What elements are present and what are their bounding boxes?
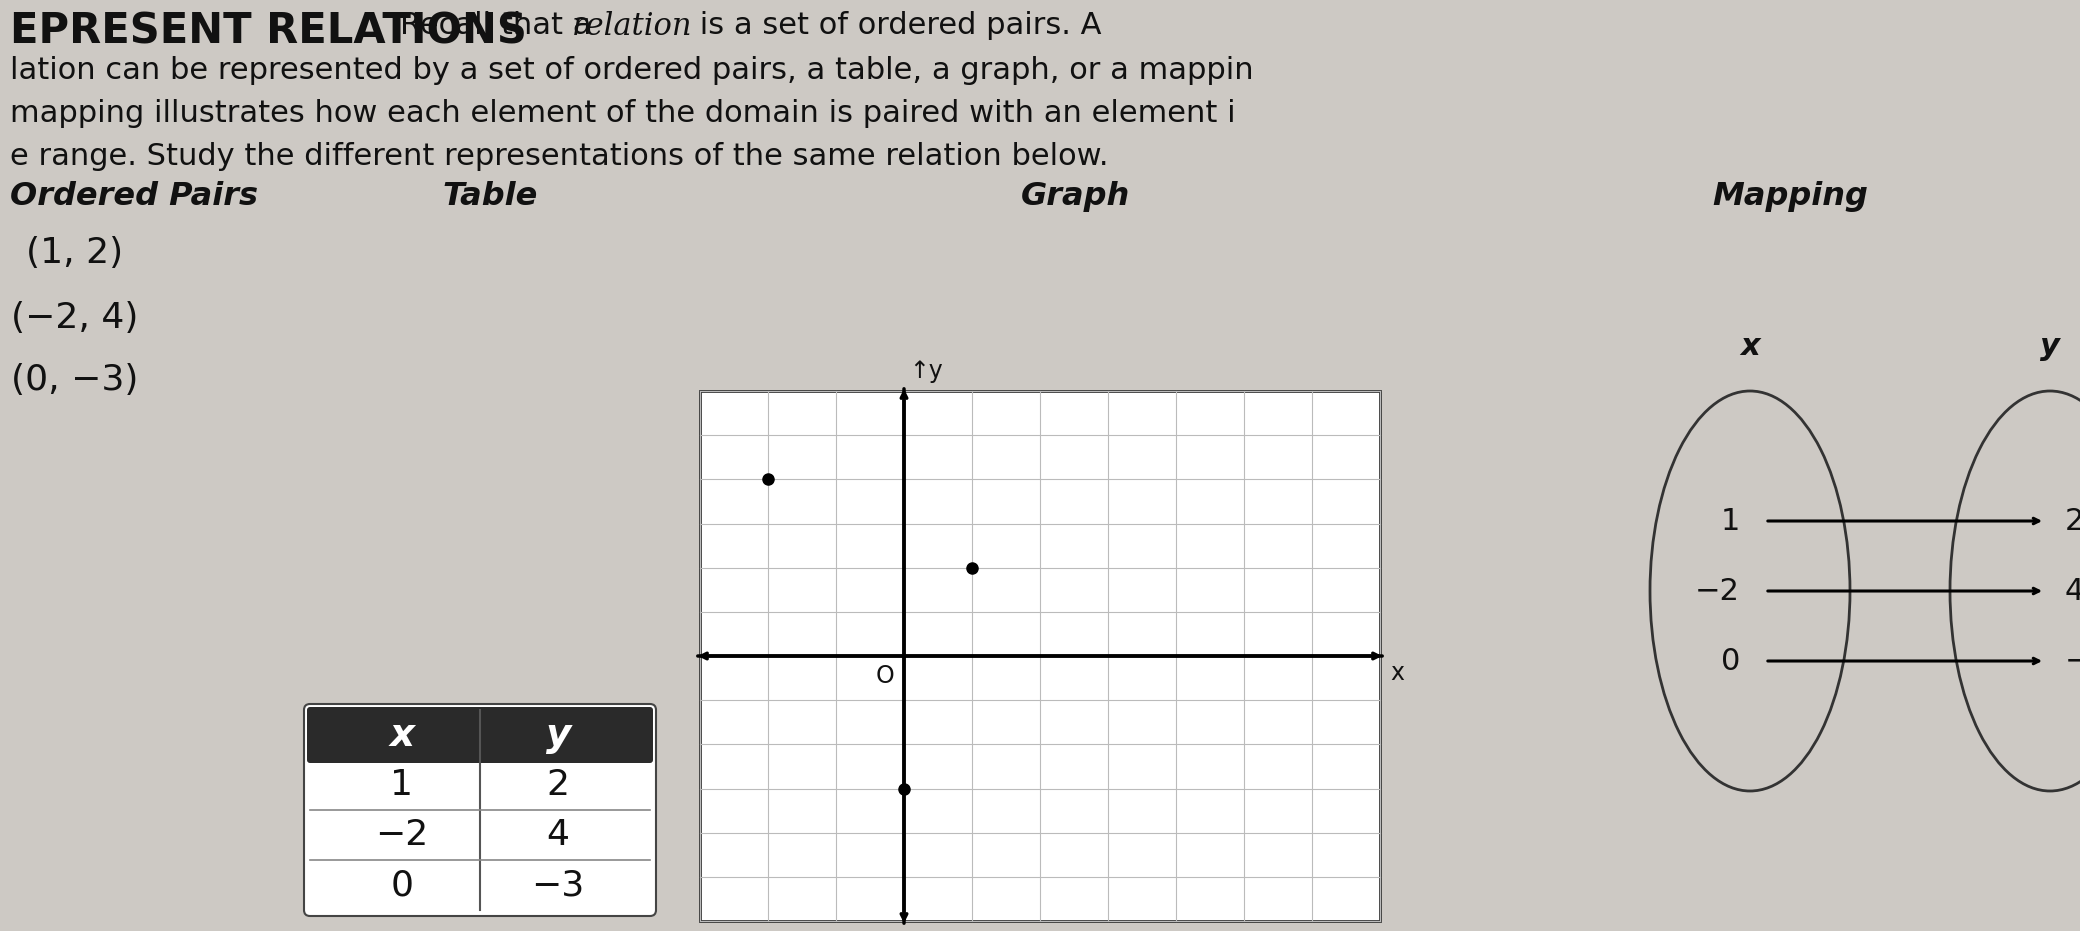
Text: 2: 2	[2065, 506, 2080, 535]
Text: 4: 4	[2065, 576, 2080, 605]
Text: −2: −2	[374, 818, 428, 852]
Text: Ordered Pairs: Ordered Pairs	[10, 181, 258, 212]
Text: 1: 1	[1720, 506, 1741, 535]
Text: is a set of ordered pairs. A: is a set of ordered pairs. A	[691, 11, 1102, 40]
Text: 1: 1	[391, 768, 414, 802]
Text: EPRESENT RELATIONS: EPRESENT RELATIONS	[10, 11, 526, 53]
Bar	[701, 391, 1379, 921]
Text: Table: Table	[443, 181, 539, 212]
Text: x: x	[1389, 661, 1404, 685]
Text: y: y	[2040, 332, 2059, 361]
Text: 0: 0	[391, 868, 414, 902]
Text: (1, 2): (1, 2)	[27, 236, 123, 270]
Text: 0: 0	[1720, 646, 1741, 676]
Text: (0, −3): (0, −3)	[10, 363, 139, 397]
Text: e range. Study the different representations of the same relation below.: e range. Study the different representat…	[10, 142, 1109, 171]
Text: x: x	[389, 716, 414, 754]
Text: −3: −3	[2065, 646, 2080, 676]
Text: y: y	[545, 716, 570, 754]
Text: −2: −2	[1695, 576, 1741, 605]
Text: x: x	[1741, 332, 1760, 361]
Text: lation can be represented by a set of ordered pairs, a table, a graph, or a mapp: lation can be represented by a set of or…	[10, 56, 1254, 85]
Text: Recall that a: Recall that a	[399, 11, 601, 40]
Text: mapping illustrates how each element of the domain is paired with an element i: mapping illustrates how each element of …	[10, 99, 1236, 128]
Text: relation: relation	[572, 11, 693, 42]
Text: (−2, 4): (−2, 4)	[10, 301, 139, 335]
Text: 4: 4	[547, 818, 570, 852]
Text: Graph: Graph	[1021, 181, 1129, 212]
Text: Mapping: Mapping	[1712, 181, 1868, 212]
Text: −3: −3	[532, 868, 584, 902]
FancyBboxPatch shape	[308, 707, 653, 763]
Text: O: O	[876, 664, 894, 688]
FancyBboxPatch shape	[304, 704, 655, 916]
Text: ↑y: ↑y	[909, 359, 942, 383]
Text: 2: 2	[547, 768, 570, 802]
